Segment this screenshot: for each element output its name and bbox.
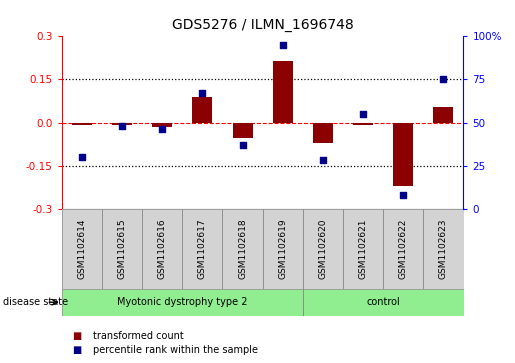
Text: transformed count: transformed count: [93, 331, 183, 341]
Title: GDS5276 / ILMN_1696748: GDS5276 / ILMN_1696748: [172, 19, 353, 33]
Text: GSM1102614: GSM1102614: [77, 219, 87, 279]
Text: percentile rank within the sample: percentile rank within the sample: [93, 345, 258, 355]
Bar: [142, 209, 182, 289]
Bar: [182, 209, 222, 289]
Text: GSM1102619: GSM1102619: [278, 218, 287, 279]
Bar: [313, 122, 333, 143]
Text: GSM1102616: GSM1102616: [158, 218, 167, 279]
Point: [238, 142, 247, 148]
Bar: [423, 209, 464, 289]
Text: ■: ■: [72, 345, 81, 355]
Bar: [273, 61, 293, 122]
Bar: [62, 209, 102, 289]
Bar: [102, 209, 142, 289]
Bar: [112, 122, 132, 125]
Text: control: control: [366, 297, 400, 307]
Bar: [303, 289, 464, 316]
Bar: [232, 122, 252, 138]
Point: [399, 192, 407, 198]
Bar: [303, 209, 343, 289]
Text: GSM1102615: GSM1102615: [117, 218, 127, 279]
Bar: [152, 122, 172, 127]
Bar: [353, 122, 373, 125]
Bar: [433, 107, 453, 122]
Point: [319, 158, 327, 163]
Bar: [62, 289, 303, 316]
Point: [158, 126, 166, 132]
Point: [279, 42, 287, 48]
Bar: [222, 209, 263, 289]
Bar: [192, 97, 212, 122]
Point: [198, 90, 207, 96]
Point: [78, 154, 86, 160]
Text: Myotonic dystrophy type 2: Myotonic dystrophy type 2: [117, 297, 248, 307]
Point: [118, 123, 126, 129]
Point: [439, 77, 448, 82]
Text: GSM1102618: GSM1102618: [238, 218, 247, 279]
Text: disease state: disease state: [3, 297, 67, 307]
Point: [359, 111, 367, 117]
Bar: [343, 209, 383, 289]
Text: GSM1102620: GSM1102620: [318, 219, 328, 279]
Text: ■: ■: [72, 331, 81, 341]
Bar: [72, 122, 92, 125]
Bar: [263, 209, 303, 289]
Text: GSM1102622: GSM1102622: [399, 219, 408, 279]
Text: GSM1102621: GSM1102621: [358, 219, 368, 279]
Bar: [383, 209, 423, 289]
Bar: [393, 122, 413, 186]
Text: GSM1102617: GSM1102617: [198, 218, 207, 279]
Text: GSM1102623: GSM1102623: [439, 219, 448, 279]
